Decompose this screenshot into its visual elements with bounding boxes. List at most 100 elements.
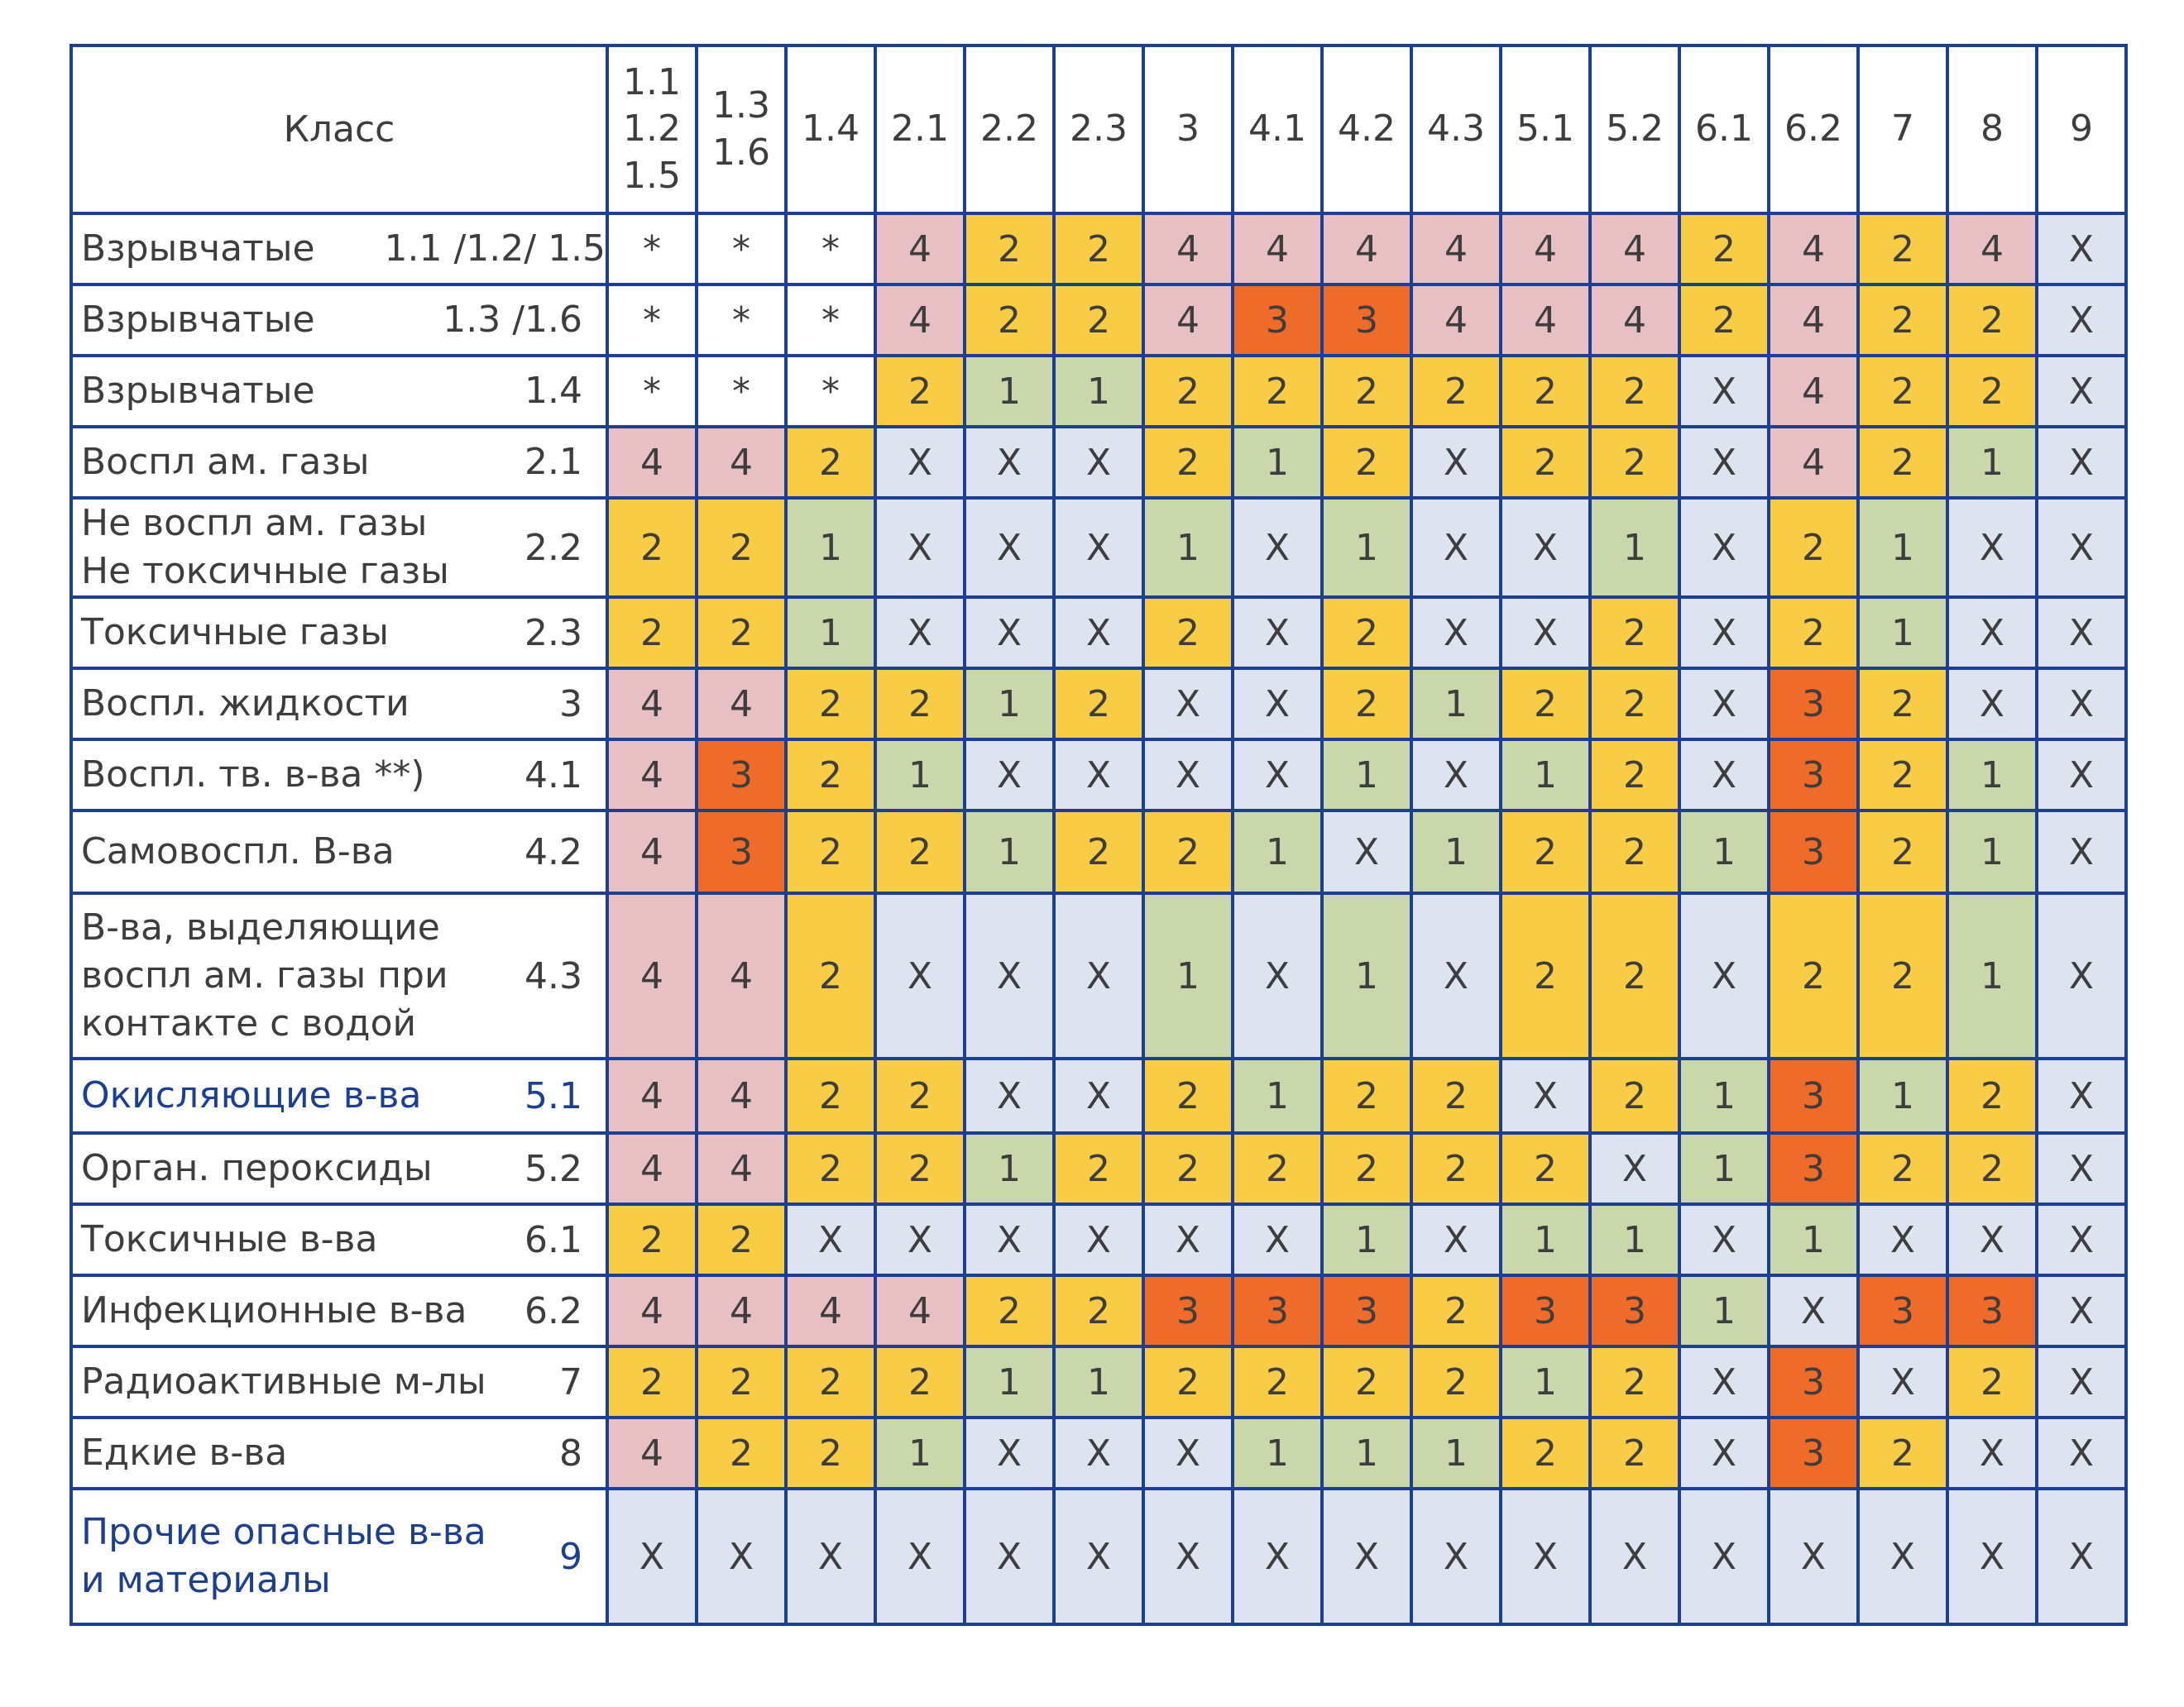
segregation-cell: 2 <box>1410 1345 1502 1420</box>
segregation-cell: 1 <box>1320 1416 1413 1491</box>
segregation-cell: 4 <box>606 1416 698 1491</box>
segregation-cell: X <box>1678 595 1770 671</box>
segregation-cell: 2 <box>784 1057 877 1136</box>
segregation-cell: X <box>1678 667 1770 742</box>
segregation-cell: 1 <box>1678 1131 1770 1207</box>
segregation-cell: X <box>1588 1131 1681 1207</box>
segregation-cell: X <box>1678 1203 1770 1278</box>
segregation-cell: 1 <box>874 1416 966 1491</box>
hazard-class: 1.3 /1.6 <box>443 299 582 342</box>
segregation-cell: 1 <box>1588 1203 1681 1278</box>
segregation-cell: X <box>2035 1131 2128 1207</box>
segregation-cell: 2 <box>874 1345 966 1420</box>
segregation-cell: 2 <box>1856 738 1949 813</box>
segregation-cell: X <box>2035 1274 2128 1349</box>
table-row: Взрывчатые 1.1 /1.2/ 1.5 * * * 4 2 2 4 4 4 4 4 4 2 4 2 4… <box>69 212 2128 286</box>
segregation-cell: 3 <box>1767 1416 1860 1491</box>
segregation-cell: X <box>1499 595 1592 671</box>
segregation-cell: X <box>874 1487 966 1627</box>
segregation-cell: 1 <box>1231 809 1324 896</box>
segregation-cell: X <box>874 1203 966 1278</box>
segregation-cell: 2 <box>1499 1416 1592 1491</box>
segregation-cell: X <box>2035 738 2128 813</box>
segregation-cell: 1 <box>1588 495 1681 600</box>
segregation-cell: 4 <box>1588 283 1681 357</box>
segregation-cell: 2 <box>1856 667 1949 742</box>
segregation-cell: * <box>606 212 698 286</box>
hazard-name: Воспл. тв. в-ва **) <box>81 753 425 796</box>
segregation-cell: 1 <box>1856 1057 1949 1136</box>
segregation-cell: X <box>1142 738 1234 813</box>
segregation-cell: 2 <box>1856 809 1949 896</box>
hazard-class: 4.1 <box>524 753 582 796</box>
table-row: Едкие в-ва 8 4 2 2 1 X X X 1 1 1 2 2 X 3 2 X X <box>69 1416 2128 1491</box>
segregation-cell: 2 <box>1856 354 1949 428</box>
segregation-cell: 2 <box>1052 283 1145 357</box>
segregation-cell: 2 <box>606 1345 698 1420</box>
segregation-cell: 3 <box>1231 1274 1324 1349</box>
column-header: 2.1 <box>874 44 966 215</box>
row-label-cell: Взрывчатые 1.4 <box>69 354 609 428</box>
hazard-name: Токсичные газы <box>81 611 389 654</box>
segregation-cell: 1 <box>1320 892 1413 1061</box>
segregation-cell: 2 <box>695 595 788 671</box>
segregation-cell: X <box>1231 495 1324 600</box>
segregation-cell: X <box>1410 738 1502 813</box>
segregation-cell: 3 <box>1767 809 1860 896</box>
table-row: Инфекционные в-ва 6.2 4 4 4 4 2 2 3 3 3 2 3 3 1 X 3 3 X <box>69 1274 2128 1349</box>
hazard-class: 8 <box>559 1432 582 1475</box>
segregation-cell: 1 <box>1946 892 2038 1061</box>
segregation-cell: X <box>2035 495 2128 600</box>
segregation-cell: 2 <box>874 1057 966 1136</box>
segregation-cell: 4 <box>1410 212 1502 286</box>
segregation-cell: 2 <box>1052 212 1145 286</box>
segregation-cell: 2 <box>1946 283 2038 357</box>
segregation-cell: X <box>874 425 966 500</box>
segregation-cell: 1 <box>1320 738 1413 813</box>
segregation-cell: X <box>1856 1487 1949 1627</box>
row-label-cell: Прочие опасные в-ва и материалы 9 <box>69 1487 609 1627</box>
segregation-cell: X <box>1142 1416 1234 1491</box>
row-label-cell: Радиоактивные м-лы 7 <box>69 1345 609 1420</box>
segregation-cell: 2 <box>1052 667 1145 742</box>
segregation-cell: X <box>1678 354 1770 428</box>
segregation-cell: 2 <box>695 1345 788 1420</box>
hazard-name: Взрывчатые 1.1 /1.2/ 1.5 <box>81 227 606 270</box>
segregation-cell: 2 <box>1052 1274 1145 1349</box>
segregation-cell: X <box>1946 595 2038 671</box>
segregation-cell: 2 <box>1142 1057 1234 1136</box>
segregation-cell: 2 <box>1499 809 1592 896</box>
segregation-cell: 4 <box>874 212 966 286</box>
column-header: 1.4 <box>784 44 877 215</box>
table-row: Взрывчатые 1.4 * * * 2 1 1 2 2 2 2 2 2 X 4 2 2 X <box>69 354 2128 428</box>
segregation-cell: 4 <box>695 1131 788 1207</box>
segregation-cell: X <box>2035 283 2128 357</box>
segregation-cell: * <box>606 354 698 428</box>
segregation-cell: 1 <box>963 354 1056 428</box>
segregation-cell: 1 <box>1946 738 2038 813</box>
segregation-cell: 2 <box>1588 354 1681 428</box>
segregation-cell: 2 <box>784 667 877 742</box>
segregation-cell: 2 <box>1410 1131 1502 1207</box>
hazard-class: 4.3 <box>524 954 582 997</box>
segregation-cell: 4 <box>1320 212 1413 286</box>
table-row: Токсичные в-ва 6.1 2 2 X X X X X X 1 X 1 1 X 1 X X X <box>69 1203 2128 1278</box>
segregation-cell: 2 <box>1410 1274 1502 1349</box>
hazard-class: 1.4 <box>524 370 582 413</box>
segregation-cell: 4 <box>606 809 698 896</box>
segregation-cell: 2 <box>1142 425 1234 500</box>
segregation-cell: X <box>1231 667 1324 742</box>
segregation-cell: 1 <box>1767 1203 1860 1278</box>
hazard-name: Воспл ам. газы <box>81 440 370 483</box>
segregation-cell: X <box>963 495 1056 600</box>
hazard-name: Взрывчатые <box>81 298 315 341</box>
segregation-cell: 3 <box>1767 1057 1860 1136</box>
segregation-cell: X <box>1052 425 1145 500</box>
segregation-cell: 2 <box>1856 283 1949 357</box>
segregation-cell: 4 <box>695 667 788 742</box>
column-header: 1.3 1.6 <box>695 44 788 215</box>
segregation-cell: X <box>1499 1487 1592 1627</box>
segregation-cell: X <box>1231 1487 1324 1627</box>
segregation-cell: 2 <box>1946 354 2038 428</box>
segregation-cell: 1 <box>1678 809 1770 896</box>
